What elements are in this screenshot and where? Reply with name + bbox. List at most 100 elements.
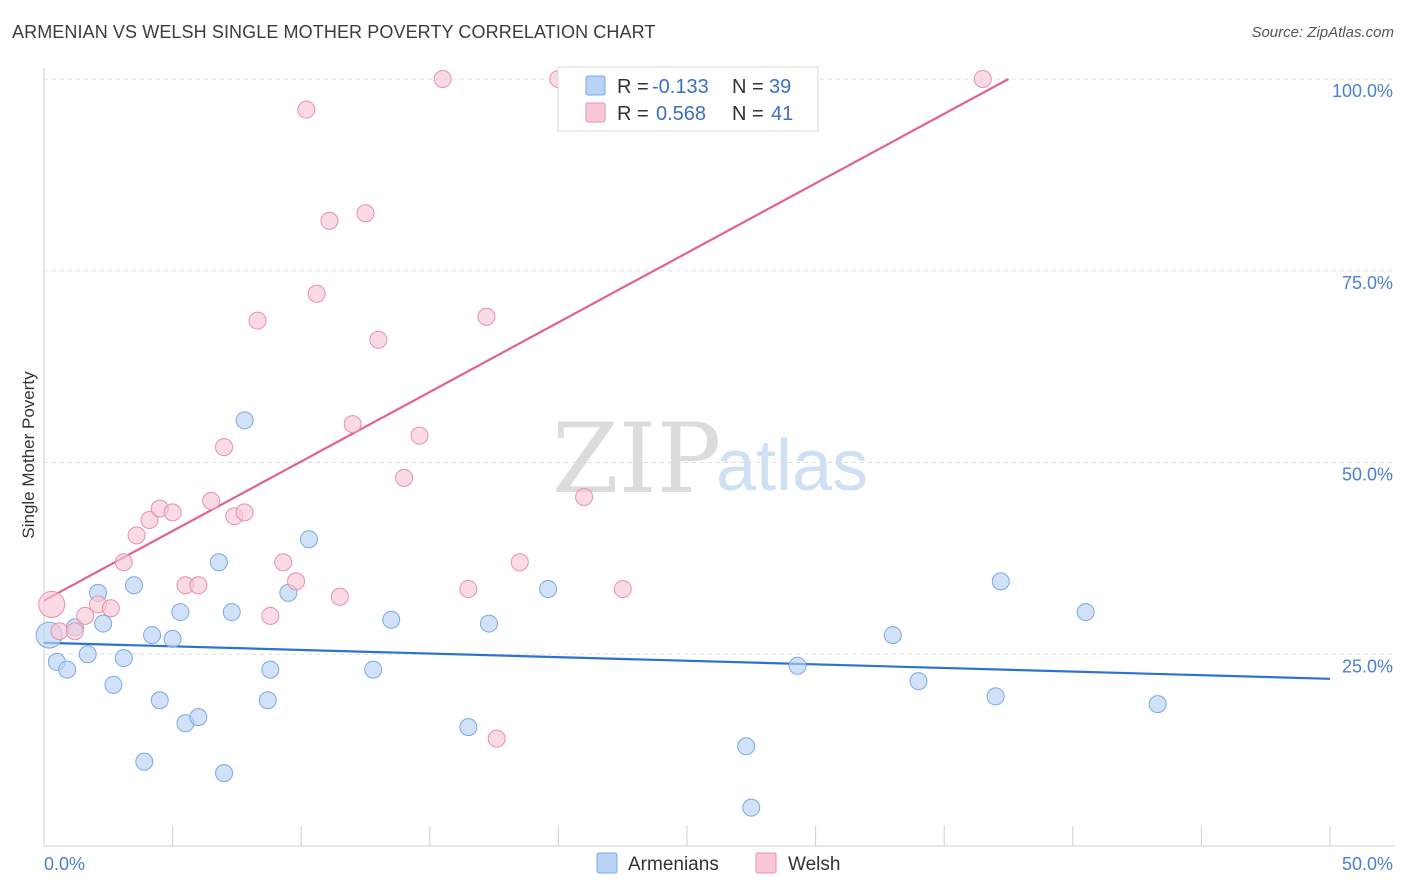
legend-n-value: 41 (771, 103, 793, 125)
armenians-point (125, 576, 144, 595)
legend-r-label: R = (617, 103, 649, 125)
armenians-point (986, 687, 1005, 706)
watermark-atlas: atlas (716, 426, 868, 506)
welsh-point (101, 599, 120, 618)
armenians-point (261, 660, 280, 679)
welsh-point (297, 100, 316, 119)
y-tick-label: 100.0% (1332, 81, 1393, 101)
legend-bottom-label-armenians: Armenians (628, 854, 719, 875)
armenians-point (737, 737, 756, 756)
welsh-point (274, 553, 293, 572)
armenians-point (143, 626, 162, 645)
legend-swatch-armenians (585, 75, 606, 96)
welsh-point (410, 426, 429, 445)
welsh-point (613, 580, 632, 599)
armenians-point (222, 603, 241, 622)
armenians-point (459, 718, 478, 737)
armenians-point (163, 629, 182, 648)
armenians-point (235, 411, 254, 430)
welsh-point (330, 587, 349, 606)
legend-top: R = -0.133 N = 39 R = 0.568 N = 41 (557, 66, 819, 132)
tick-labels: 25.0% 50.0% 75.0% 100.0% 0.0% 50.0% (44, 81, 1393, 874)
legend-r-value: -0.133 (652, 76, 709, 98)
welsh-point (38, 590, 66, 618)
welsh-point (189, 576, 208, 595)
armenians-point (909, 672, 928, 691)
axes (43, 68, 1395, 847)
legend-bottom-swatch-welsh (755, 852, 777, 874)
welsh-point (343, 415, 362, 434)
watermark: ZIP atlas (552, 403, 868, 515)
x-tick-label-max: 50.0% (1342, 854, 1393, 874)
welsh-point (114, 553, 133, 572)
legend-r-label: R = (617, 76, 649, 98)
legend-bottom-swatch-armenians (596, 852, 618, 874)
armenians-point (742, 798, 761, 817)
legend-n-label: N = (732, 76, 764, 98)
welsh-point (510, 553, 529, 572)
armenians-point (382, 610, 401, 629)
armenians-point (991, 572, 1010, 591)
armenians-point (258, 691, 277, 710)
welsh-point (487, 729, 506, 748)
welsh-point (235, 503, 254, 522)
welsh-point (575, 488, 594, 507)
armenians-point (1148, 695, 1167, 714)
armenians-point (171, 603, 190, 622)
gridlines (44, 78, 1395, 655)
welsh-point (973, 70, 992, 88)
welsh-point (433, 70, 452, 88)
welsh-point (459, 580, 478, 599)
welsh-point (76, 606, 95, 625)
welsh-trend-line (43, 78, 1010, 602)
armenians-point (788, 656, 807, 675)
chart-title: ARMENIAN VS WELSH SINGLE MOTHER POVERTY … (12, 22, 656, 42)
legend-r-value: 0.568 (656, 103, 706, 125)
armenians-point (1076, 603, 1095, 622)
legend-n-label: N = (732, 103, 764, 125)
trend-lines (43, 78, 1331, 680)
legend-top-armenians: R = -0.133 N = 39 (585, 75, 791, 98)
source-label: Source: ZipAtlas.com (1251, 24, 1394, 41)
welsh-point (356, 204, 375, 223)
legend-bottom-label-welsh: Welsh (788, 854, 840, 875)
armenians-point (104, 675, 123, 694)
y-tick-label: 25.0% (1342, 656, 1393, 676)
welsh-point (477, 307, 496, 326)
welsh-point (50, 622, 69, 641)
armenians-point (364, 660, 383, 679)
welsh-point (215, 438, 234, 457)
armenians-point (94, 614, 113, 633)
armenians-point (135, 752, 154, 771)
armenians-point (150, 691, 169, 710)
welsh-point (65, 622, 84, 641)
armenians-point (539, 580, 558, 599)
legend-bottom: Armenians Welsh (596, 852, 840, 875)
armenians-point (58, 660, 77, 679)
y-tick-label: 75.0% (1342, 273, 1393, 293)
welsh-point (320, 211, 339, 230)
armenians-point (114, 649, 133, 668)
welsh-point (395, 468, 414, 487)
armenians-point (189, 708, 208, 727)
y-tick-label: 50.0% (1342, 465, 1393, 485)
legend-swatch-welsh (585, 102, 606, 123)
welsh-point (127, 526, 146, 545)
welsh-point (307, 284, 326, 303)
armenians-point (78, 645, 97, 664)
armenians-point (299, 530, 318, 549)
armenians-trend-line (43, 641, 1331, 680)
armenians-point (883, 626, 902, 645)
welsh-point (248, 311, 267, 330)
welsh-point (261, 606, 280, 625)
armenians-point (479, 614, 498, 633)
welsh-point (369, 330, 388, 349)
welsh-point (287, 572, 306, 591)
welsh-point (202, 491, 221, 510)
armenians-point (215, 764, 234, 783)
welsh-point (140, 511, 159, 530)
y-axis-title: Single Mother Poverty (19, 371, 38, 539)
legend-top-welsh: R = 0.568 N = 41 (585, 102, 793, 125)
armenians-point (209, 553, 228, 572)
